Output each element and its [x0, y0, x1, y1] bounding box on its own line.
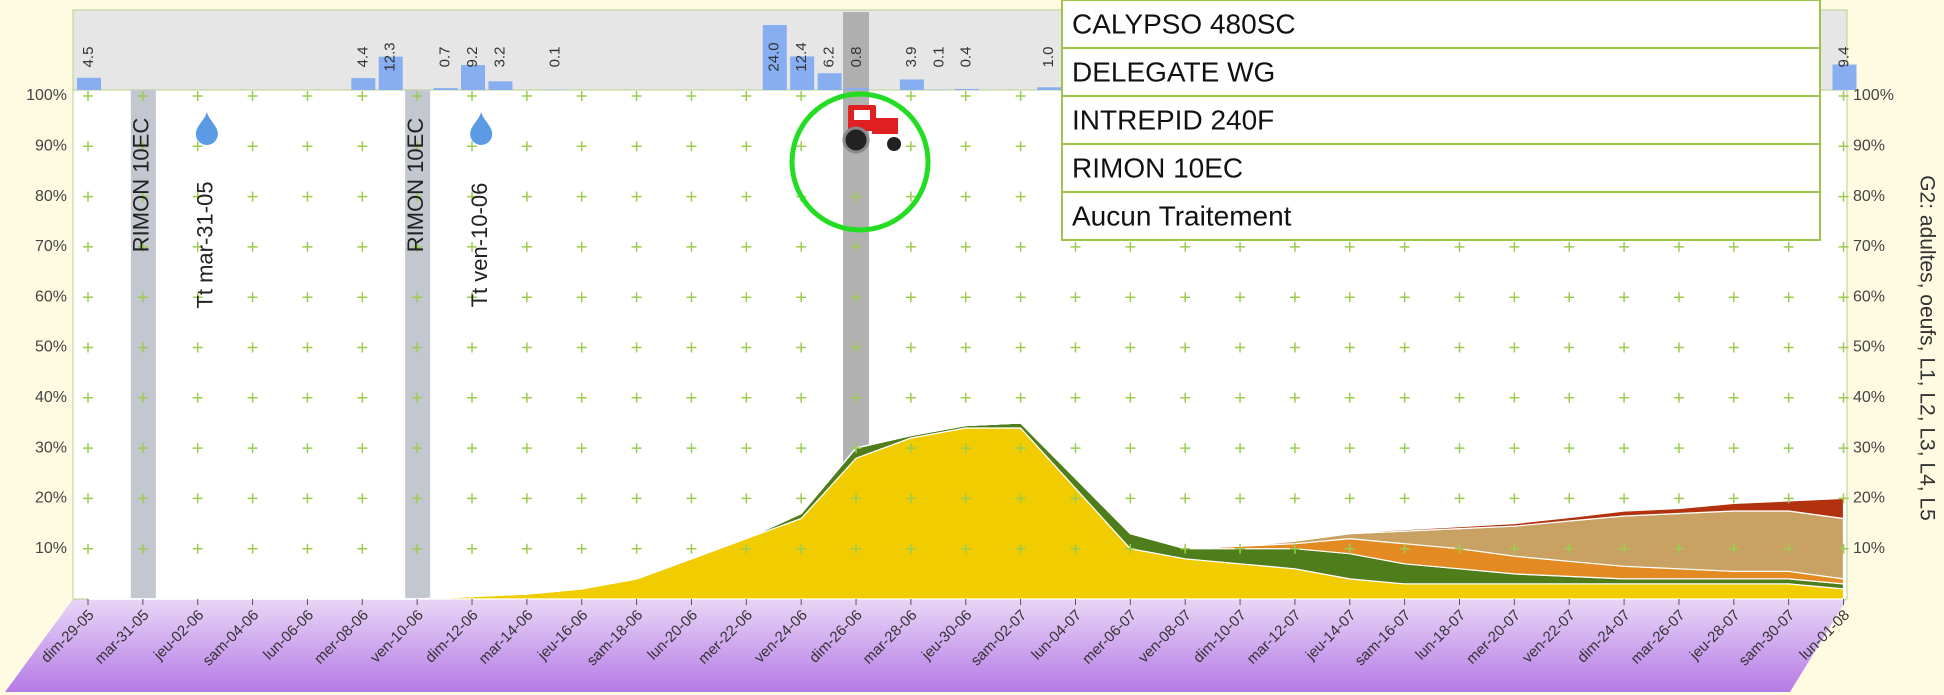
precip-label: 1.0	[1040, 47, 1057, 68]
precip-bar	[899, 79, 924, 90]
highlight-circle	[789, 91, 931, 233]
y-tick-label: 30%	[35, 439, 67, 456]
grid-crosses	[83, 342, 1849, 353]
y-tick-label: 90%	[35, 138, 67, 155]
precip-label: 3.2	[491, 47, 508, 68]
precip-label: 4.4	[354, 47, 371, 68]
treatment-note: Tt ven-10-06	[467, 183, 492, 308]
precip-bar	[845, 87, 870, 90]
y2-tick-label: 100%	[1853, 87, 1894, 104]
tractor-wheel	[887, 137, 902, 151]
y-tick-label: 20%	[35, 490, 67, 507]
legend-row	[1061, 47, 1821, 97]
precip-bar	[433, 88, 458, 90]
grid-crosses	[83, 292, 1849, 303]
grid-crosses	[83, 543, 1849, 554]
y2-tick-label: 90%	[1853, 138, 1885, 155]
treatment-product: RIMON 10EC	[403, 118, 428, 253]
tractor-hood	[872, 118, 899, 134]
y-tick-label: 50%	[35, 339, 67, 356]
y2-tick-label: 30%	[1853, 439, 1885, 456]
y-tick-label: 60%	[35, 288, 67, 305]
precip-label: 0.8	[848, 47, 865, 68]
y2-tick-label: 40%	[1853, 389, 1885, 406]
precip-label: 3.9	[903, 47, 920, 68]
grid-crosses	[83, 392, 1849, 403]
precip-bar	[461, 65, 486, 90]
legend-label: CALYPSO 480SC	[1072, 8, 1296, 39]
precip-label: 4.5	[80, 47, 97, 68]
rain-drop	[470, 112, 493, 146]
precip-label: 12.3	[382, 42, 399, 71]
precip-label: 0.1	[546, 47, 563, 68]
precip-label: 12.4	[793, 42, 810, 71]
precip-label: 9.2	[464, 47, 481, 68]
y2-tick-label: 10%	[1853, 540, 1885, 557]
y-tick-label: 70%	[35, 238, 67, 255]
precip-label: 9.4	[1835, 47, 1852, 68]
y-tick-label: 10%	[35, 540, 67, 557]
y-tick-label: 40%	[35, 389, 67, 406]
legend-row	[1061, 191, 1821, 241]
precip-label: 0.1	[930, 47, 947, 68]
precip-label: 0.7	[437, 47, 454, 68]
precip-bar	[351, 78, 376, 90]
tractor-wheel	[842, 126, 870, 154]
grid-crosses	[83, 241, 1849, 252]
precip-label: 24.0	[766, 42, 783, 71]
treatment-product: RIMON 10EC	[129, 118, 154, 253]
precip-label: 6.2	[821, 47, 838, 68]
legend-label: RIMON 10EC	[1072, 152, 1243, 183]
grid-crosses	[83, 493, 1849, 504]
y2-tick-label: 80%	[1853, 188, 1885, 205]
precip-bar	[817, 73, 842, 90]
rain-drop	[195, 112, 218, 146]
y2-tick-label: 20%	[1853, 490, 1885, 507]
legend-row	[1061, 143, 1821, 193]
grid-crosses	[83, 443, 1849, 454]
treatment-note: Tt mar-31-05	[193, 181, 218, 308]
precip-bar	[762, 25, 787, 90]
y2-tick-label: 70%	[1853, 238, 1885, 255]
y2-tick-label: 60%	[1853, 288, 1885, 305]
legend-label: DELEGATE WG	[1072, 56, 1275, 87]
y2-tick-label: 50%	[1853, 339, 1885, 356]
legend-label: Aucun Traitement	[1072, 200, 1292, 231]
precip-bar	[378, 56, 403, 90]
y-tick-label: 80%	[35, 188, 67, 205]
precip-label: 0.4	[958, 47, 975, 68]
precip-bar	[790, 56, 815, 90]
x-axis-band	[5, 599, 1847, 692]
precip-bar	[954, 88, 979, 90]
precip-bar	[1832, 64, 1857, 90]
precip-bar	[1037, 87, 1062, 90]
precip-bar	[77, 77, 101, 90]
y-axis-label: G2: adultes, oeufs, L1, L2, L3, L4, L5	[1915, 175, 1938, 521]
area-layer	[88, 422, 1845, 600]
precip-bar	[488, 81, 513, 90]
y-tick-label: 100%	[26, 87, 67, 104]
tractor-window	[854, 110, 871, 120]
legend-label: INTREPID 240F	[1072, 104, 1274, 135]
tractor	[842, 105, 902, 154]
